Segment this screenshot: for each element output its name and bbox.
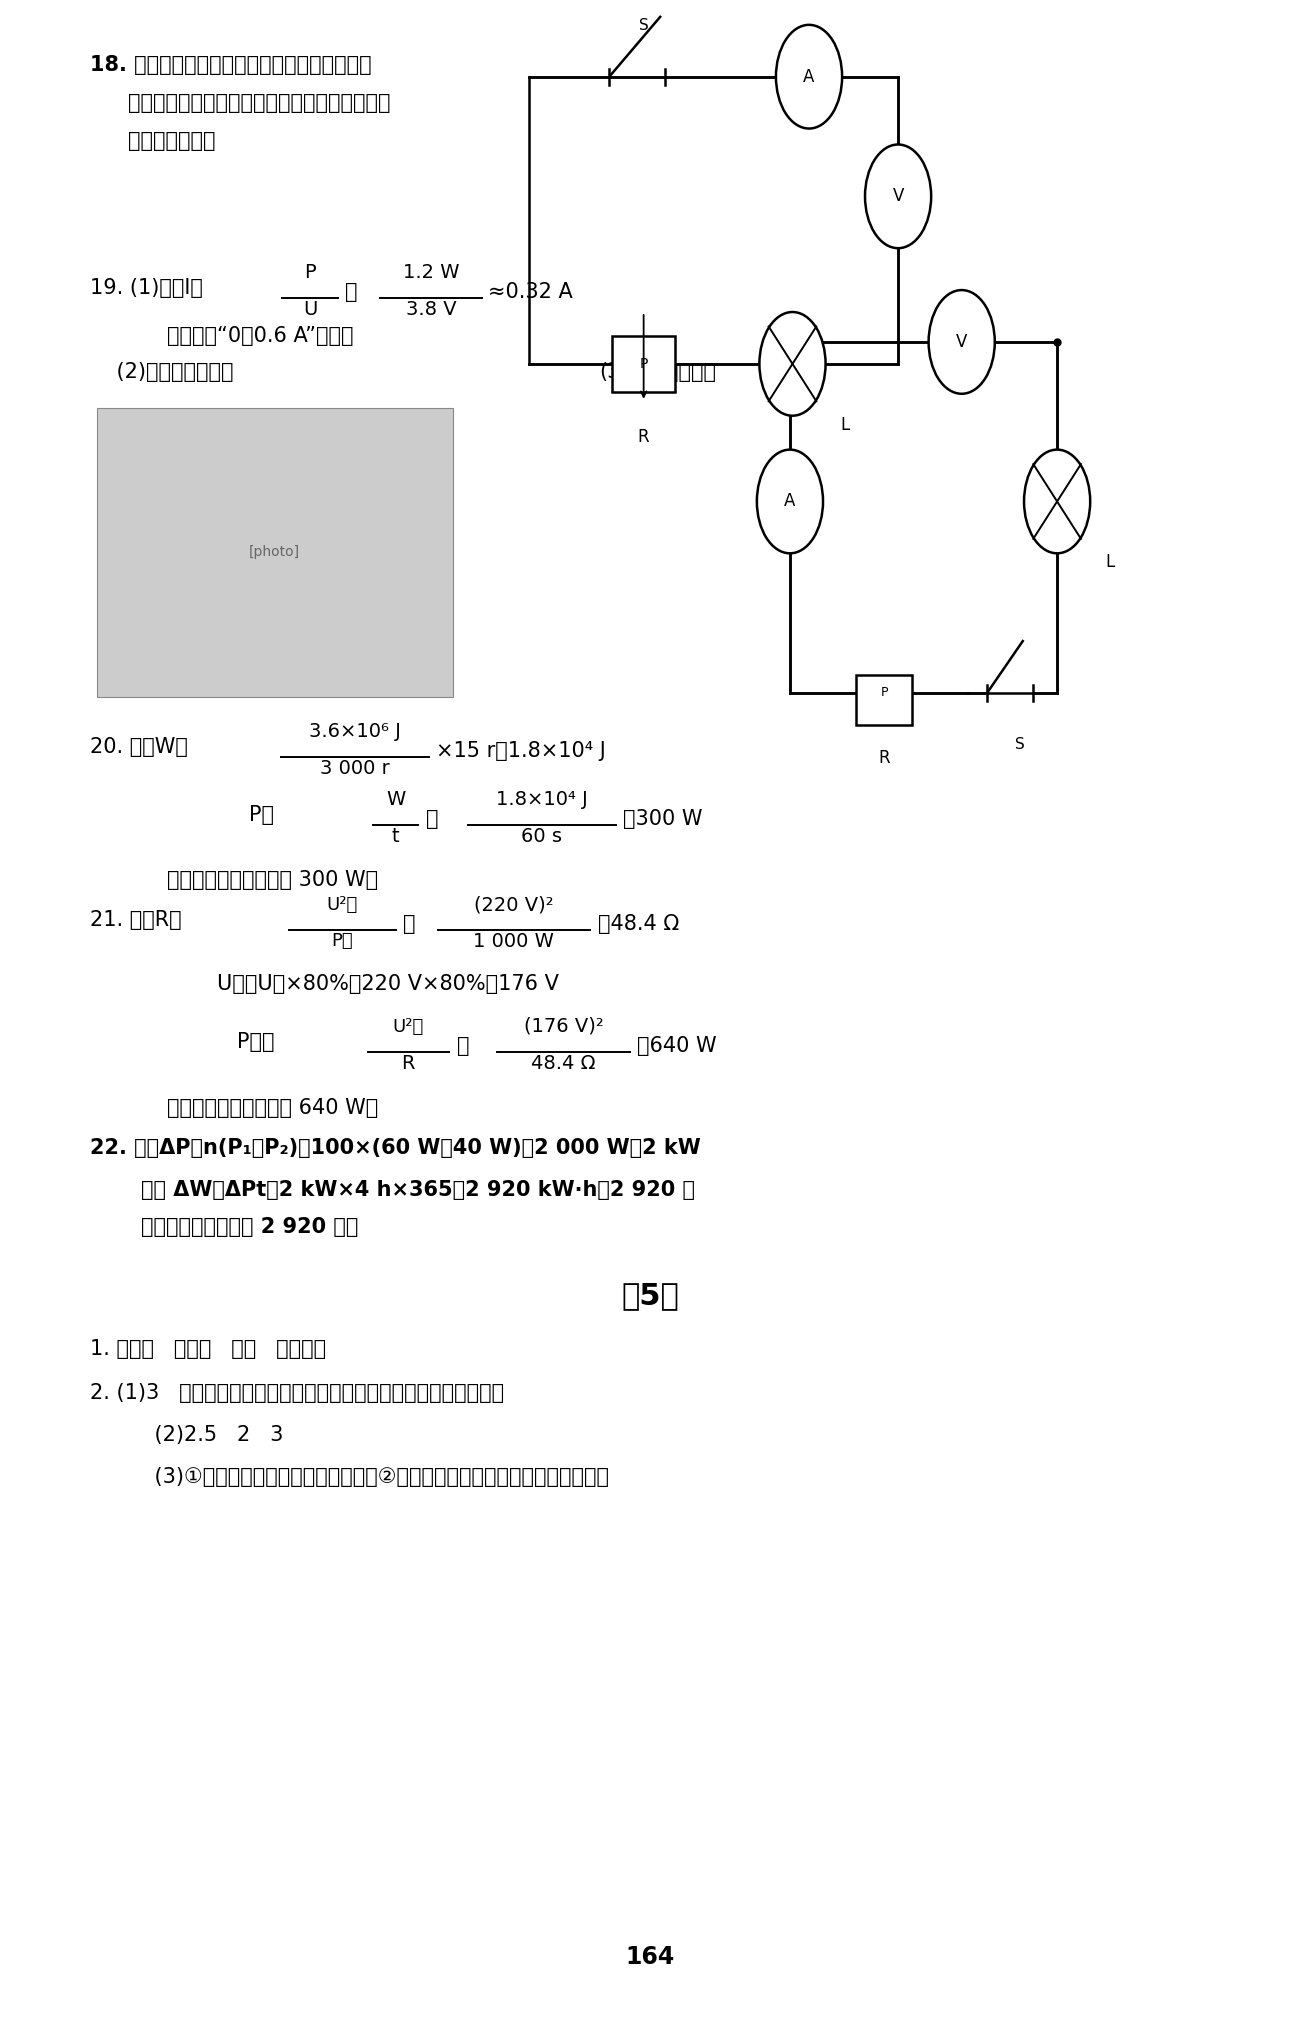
Circle shape xyxy=(757,449,823,554)
Text: 答图如图所示：: 答图如图所示： xyxy=(129,131,216,150)
Text: L: L xyxy=(1105,554,1114,570)
Text: 1. 电流表   电压表   断开   阻值最大: 1. 电流表 电压表 断开 阻值最大 xyxy=(90,1339,326,1359)
Text: P: P xyxy=(640,356,647,370)
Text: (220 V)²: (220 V)² xyxy=(474,896,554,914)
Text: 19. (1)解：I＝: 19. (1)解：I＝ xyxy=(90,277,203,297)
Bar xyxy=(612,336,676,392)
Text: 20. 解：W＝: 20. 解：W＝ xyxy=(90,736,188,757)
Text: 电流表选“0～0.6 A”量程。: 电流表选“0～0.6 A”量程。 xyxy=(166,326,354,346)
Text: V: V xyxy=(892,188,903,206)
Text: 60 s: 60 s xyxy=(521,827,563,846)
Text: W: W xyxy=(386,789,406,809)
Text: 1.8×10⁴ J: 1.8×10⁴ J xyxy=(497,789,588,809)
Text: 1.2 W: 1.2 W xyxy=(403,263,459,281)
Text: (2)答图如图所示：: (2)答图如图所示： xyxy=(90,362,234,382)
Text: ＝: ＝ xyxy=(456,1036,469,1056)
Text: 3 000 r: 3 000 r xyxy=(320,759,390,777)
Text: R: R xyxy=(879,749,891,767)
Text: (2)2.5   2   3: (2)2.5 2 3 xyxy=(129,1424,283,1444)
Text: t: t xyxy=(391,827,399,846)
Text: P: P xyxy=(880,686,888,700)
Text: R: R xyxy=(638,427,650,445)
Circle shape xyxy=(864,144,931,249)
Text: ×15 r＝1.8×10⁴ J: ×15 r＝1.8×10⁴ J xyxy=(437,740,606,761)
Text: ＝640 W: ＝640 W xyxy=(637,1036,716,1056)
Text: (176 V)²: (176 V)² xyxy=(524,1018,603,1036)
Text: U²额: U²额 xyxy=(326,896,358,914)
Text: 164: 164 xyxy=(625,1946,675,1968)
Text: L: L xyxy=(841,415,850,433)
Text: 1 000 W: 1 000 W xyxy=(473,933,554,951)
Text: 18. 不妥之处：滑动变阻器接下面两个接线椈。: 18. 不妥之处：滑动变阻器接下面两个接线椈。 xyxy=(90,55,372,75)
Text: 22. 解：ΔP＝n(P₁－P₂)＝100×(60 W－40 W)＝2 000 W＝2 kW: 22. 解：ΔP＝n(P₁－P₂)＝100×(60 W－40 W)＝2 000 … xyxy=(90,1137,701,1157)
Text: (3)答图如图所示：: (3)答图如图所示： xyxy=(599,362,716,382)
Text: P实＝: P实＝ xyxy=(237,1032,274,1052)
Text: U实＝U额×80%＝220 V×80%＝176 V: U实＝U额×80%＝220 V×80%＝176 V xyxy=(217,975,559,993)
Text: 48.4 Ω: 48.4 Ω xyxy=(532,1054,595,1072)
Text: A: A xyxy=(803,67,815,85)
Text: 纠正：滑动变阻器连入电路接线椈要一上一下。: 纠正：滑动变阻器连入电路接线椈要一上一下。 xyxy=(129,93,391,113)
Text: R: R xyxy=(402,1054,415,1072)
Circle shape xyxy=(928,289,994,394)
Text: 该用电器的额定功率是 300 W。: 该用电器的额定功率是 300 W。 xyxy=(166,870,378,890)
Text: ＝: ＝ xyxy=(426,809,438,829)
Text: （5）: （5） xyxy=(621,1281,679,1311)
Circle shape xyxy=(776,24,842,129)
Text: 此时电炉的实际功率为 640 W。: 此时电炉的实际功率为 640 W。 xyxy=(166,1098,378,1119)
Text: ＝: ＝ xyxy=(344,281,358,301)
Text: 该校一年可节约电能 2 920 度。: 该校一年可节约电能 2 920 度。 xyxy=(142,1218,359,1238)
Text: 2. (1)3   测小灯泡额定电压下的功率及低于和高于额定电压下的功率: 2. (1)3 测小灯泡额定电压下的功率及低于和高于额定电压下的功率 xyxy=(90,1384,504,1402)
Text: A: A xyxy=(784,492,796,510)
Text: V: V xyxy=(956,334,967,350)
Text: 3.6×10⁶ J: 3.6×10⁶ J xyxy=(309,722,400,740)
Text: P额: P额 xyxy=(332,933,352,951)
Text: U: U xyxy=(303,299,317,320)
Text: ≈0.32 A: ≈0.32 A xyxy=(489,281,573,301)
Text: 节电 ΔW＝ΔPt＝2 kW×4 h×365＝2 920 kW·h＝2 920 度: 节电 ΔW＝ΔPt＝2 kW×4 h×365＝2 920 kW·h＝2 920 … xyxy=(142,1179,696,1200)
Circle shape xyxy=(759,312,826,415)
Text: [photo]: [photo] xyxy=(250,546,300,558)
Text: S: S xyxy=(1015,736,1026,753)
Text: ＝48.4 Ω: ＝48.4 Ω xyxy=(598,914,679,935)
Text: U²实: U²实 xyxy=(393,1018,424,1036)
Text: P: P xyxy=(304,263,316,281)
Bar xyxy=(96,409,452,696)
Text: 3.8 V: 3.8 V xyxy=(406,299,456,320)
Bar xyxy=(857,676,913,724)
Text: S: S xyxy=(638,18,649,32)
Circle shape xyxy=(1024,449,1091,554)
Text: ＝: ＝ xyxy=(403,914,416,935)
Text: (3)①小灯泡在额定电压下正常发光；②加在灯泡两端的电压比额定电压低时，: (3)①小灯泡在额定电压下正常发光；②加在灯泡两端的电压比额定电压低时， xyxy=(129,1467,610,1487)
Text: ＝300 W: ＝300 W xyxy=(623,809,703,829)
Text: P＝: P＝ xyxy=(250,805,274,825)
Text: 21. 解：R＝: 21. 解：R＝ xyxy=(90,910,182,931)
